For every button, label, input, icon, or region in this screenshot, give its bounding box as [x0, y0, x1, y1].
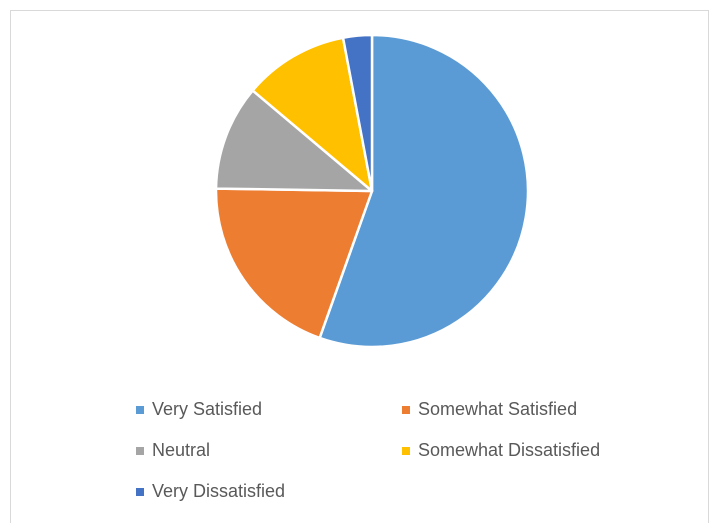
legend-swatch-somewhat-satisfied [402, 405, 410, 414]
legend-swatch-very-dissatisfied [136, 487, 144, 496]
legend-item-very-satisfied: Very Satisfied [136, 389, 402, 430]
legend-label: Somewhat Satisfied [418, 399, 578, 419]
pie-slice-neutral [214, 89, 374, 193]
pie-slice-very-dissatisfied [341, 33, 374, 193]
legend-item-somewhat-dissatisfied: Somewhat Dissatisfied [402, 430, 682, 471]
pie-slice-very-satisfied [318, 33, 530, 349]
legend-item-somewhat-satisfied: Somewhat Satisfied [402, 389, 682, 430]
legend-label: Neutral [152, 440, 211, 460]
chart-legend: Very Satisfied Somewhat Satisfied Neutral S… [136, 389, 696, 512]
legend-swatch-neutral [136, 446, 144, 455]
pie-slice-somewhat-satisfied [214, 187, 374, 340]
legend-item-neutral: Neutral [136, 430, 402, 471]
pie-slice-somewhat-dissatisfied [251, 36, 374, 193]
legend-label: Very Satisfied [152, 399, 263, 419]
legend-swatch-very-satisfied [136, 405, 144, 414]
pie-chart [214, 33, 530, 349]
legend-item-very-dissatisfied: Very Dissatisfied [136, 471, 402, 512]
legend-swatch-somewhat-dissatisfied [402, 446, 410, 455]
legend-label: Somewhat Dissatisfied [418, 440, 601, 460]
legend-label: Very Dissatisfied [152, 481, 286, 501]
chart-frame: Very Satisfied Somewhat Satisfied Neutral S… [10, 10, 709, 523]
